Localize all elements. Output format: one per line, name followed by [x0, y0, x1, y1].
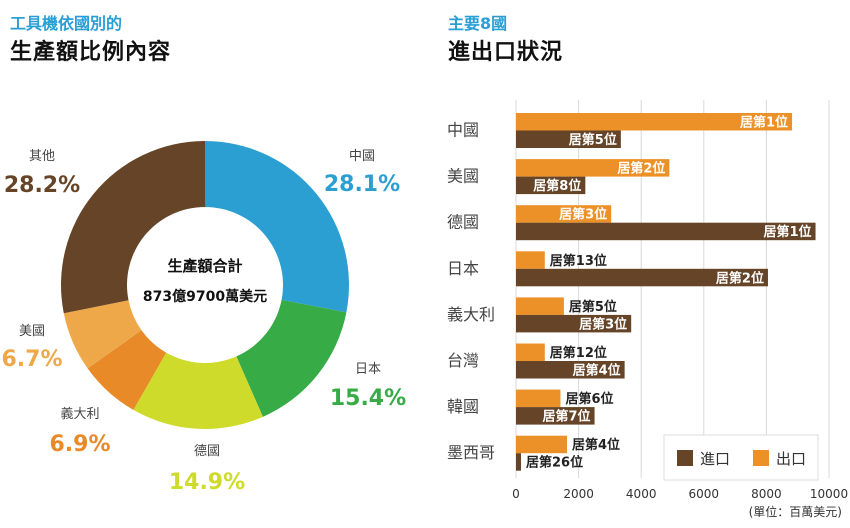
- bar-import: [516, 453, 522, 471]
- bar-title: 進出口狀況: [448, 40, 564, 65]
- unit-label: (單位：百萬美元): [749, 504, 842, 519]
- category-label: 墨西哥: [447, 443, 495, 462]
- bar-rank-label: 居第6位: [565, 391, 613, 407]
- x-tick-label: 0: [512, 487, 520, 501]
- category-label: 中國: [447, 121, 479, 140]
- slice-label: 中國: [349, 149, 375, 164]
- donut-center-value: 873億9700萬美元: [143, 288, 267, 305]
- bar-export: [516, 113, 793, 131]
- x-tick-label: 8000: [751, 487, 782, 501]
- category-label: 美國: [447, 167, 479, 186]
- category-label: 日本: [447, 259, 479, 278]
- slice-label: 義大利: [60, 406, 99, 422]
- slice-percent: 6.7%: [1, 347, 62, 372]
- slice-label: 其他: [29, 149, 55, 164]
- legend-label: 進口: [700, 450, 730, 468]
- slice-label: 德國: [194, 444, 220, 459]
- legend-swatch-icon: [677, 450, 693, 466]
- bar-rank-label: 居第1位: [740, 115, 788, 131]
- slice-percent: 28.2%: [4, 173, 80, 198]
- bar-import: [516, 407, 595, 425]
- bar-rank-label: 居第8位: [533, 178, 581, 194]
- x-tick-label: 2000: [563, 487, 594, 501]
- bar-export: [516, 159, 670, 177]
- legend-label: 出口: [776, 450, 806, 468]
- bar-export: [516, 389, 561, 408]
- bar-rank-label: 居第13位: [550, 253, 607, 269]
- legend-swatch-icon: [753, 450, 769, 466]
- slice-percent: 6.9%: [49, 432, 110, 457]
- slice-percent: 28.1%: [324, 172, 400, 197]
- bar-rank-label: 居第4位: [572, 437, 620, 453]
- category-label: 義大利: [447, 305, 495, 324]
- bar-import: [516, 314, 632, 333]
- bar-import: [516, 361, 625, 379]
- donut-subtitle: 工具機依國別的: [10, 14, 123, 33]
- bar-rank-label: 居第12位: [550, 345, 607, 361]
- bar-rank-label: 居第26位: [526, 455, 583, 471]
- donut-slice-0: [205, 141, 349, 313]
- bar-export: [516, 251, 545, 269]
- donut-slice-2: [133, 352, 263, 429]
- donut-title: 生產額比例內容: [10, 40, 172, 65]
- donut-center-title: 生產額合計: [167, 257, 242, 275]
- slice-percent: 15.4%: [330, 386, 406, 411]
- donut-slice-1: [236, 299, 347, 417]
- bar-rank-label: 居第5位: [569, 132, 617, 148]
- bar-import: [516, 222, 816, 241]
- bar-import: [516, 130, 621, 148]
- slice-label: 美國: [19, 324, 45, 339]
- bar-export: [516, 297, 564, 315]
- donut-slice-5: [61, 141, 205, 314]
- category-label: 德國: [447, 213, 479, 232]
- bar-rank-label: 居第3位: [579, 316, 627, 332]
- bar-rank-label: 居第1位: [763, 224, 811, 240]
- x-tick-label: 6000: [689, 487, 720, 501]
- bar-rank-label: 居第2位: [716, 270, 764, 286]
- bar-subtitle: 主要8國: [448, 14, 508, 33]
- bar-export: [516, 205, 612, 223]
- x-tick-label: 4000: [626, 487, 657, 501]
- bar-rank-label: 居第4位: [573, 363, 621, 379]
- slice-percent: 14.9%: [169, 470, 245, 495]
- bar-import: [516, 176, 586, 195]
- bar-rank-label: 居第2位: [617, 161, 665, 177]
- bar-rank-label: 居第5位: [569, 299, 617, 315]
- bar-rank-label: 居第7位: [543, 409, 591, 425]
- bar-rank-label: 居第3位: [559, 207, 607, 223]
- bar-import: [516, 268, 768, 287]
- donut-slice-4: [63, 300, 142, 369]
- bar-export: [516, 435, 568, 454]
- donut-slice-3: [87, 330, 167, 410]
- x-tick-label: 10000: [810, 487, 848, 501]
- category-label: 台灣: [447, 351, 479, 370]
- category-label: 韓國: [447, 397, 479, 416]
- bar-export: [516, 343, 545, 361]
- slice-label: 日本: [355, 362, 381, 377]
